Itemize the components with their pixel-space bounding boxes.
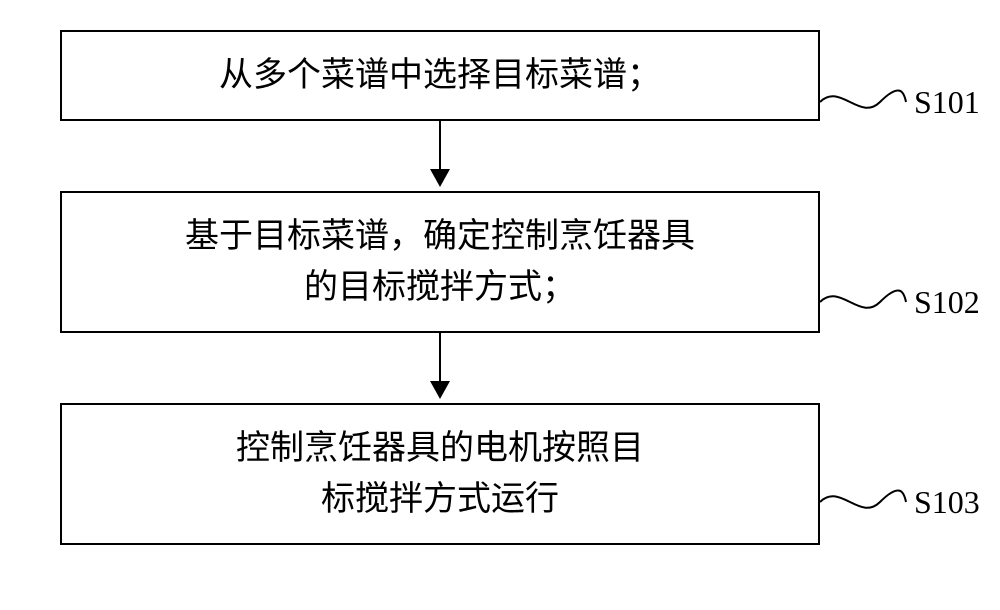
step-1-line-1: 从多个菜谱中选择目标菜谱； [82,50,798,101]
annotation-s101: S101 [820,80,980,124]
annotation-s103: S103 [820,480,980,524]
annotation-label-1: S101 [914,86,980,118]
wave-connector-icon [820,80,910,124]
arrow-line [439,333,441,383]
arrow-2-to-3 [60,333,820,403]
step-3-line-1: 控制烹饪器具的电机按照目 [82,423,798,474]
arrow-line [439,121,441,171]
annotation-label-2: S102 [914,286,980,318]
step-2-line-1: 基于目标菜谱，确定控制烹饪器具 [82,211,798,262]
arrow-head-icon [430,169,450,187]
wave-connector-icon [820,480,910,524]
flow-step-2: 基于目标菜谱，确定控制烹饪器具 的目标搅拌方式； [60,191,820,333]
flowchart-container: 从多个菜谱中选择目标菜谱； 基于目标菜谱，确定控制烹饪器具 的目标搅拌方式； 控… [60,30,820,545]
flow-step-1: 从多个菜谱中选择目标菜谱； [60,30,820,121]
wave-connector-icon [820,280,910,324]
annotation-s102: S102 [820,280,980,324]
step-3-line-2: 标搅拌方式运行 [82,474,798,525]
step-2-line-2: 的目标搅拌方式； [82,262,798,313]
arrow-1-to-2 [60,121,820,191]
arrow-head-icon [430,381,450,399]
flow-step-3: 控制烹饪器具的电机按照目 标搅拌方式运行 [60,403,820,545]
annotation-label-3: S103 [914,486,980,518]
